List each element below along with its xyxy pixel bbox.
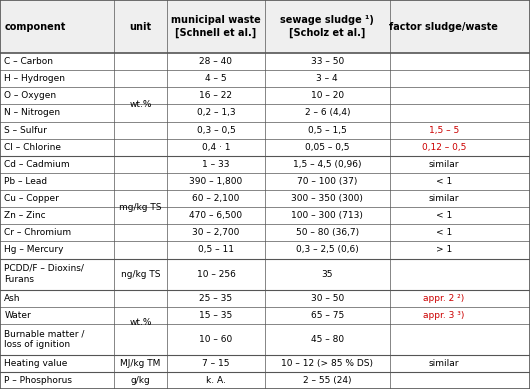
Text: 3 – 4: 3 – 4 xyxy=(316,74,338,83)
Text: k. A.: k. A. xyxy=(206,376,226,385)
Text: 0,3 – 0,5: 0,3 – 0,5 xyxy=(197,126,235,135)
Bar xyxy=(0,207,530,224)
Text: factor sludge/waste: factor sludge/waste xyxy=(390,21,498,32)
Text: 65 – 75: 65 – 75 xyxy=(311,311,344,320)
Text: Water: Water xyxy=(4,311,31,320)
Bar xyxy=(0,104,530,121)
Text: 60 – 2,100: 60 – 2,100 xyxy=(192,194,240,203)
Text: 100 – 300 (713): 100 – 300 (713) xyxy=(292,211,363,220)
Text: g/kg: g/kg xyxy=(130,376,151,385)
Text: Heating value: Heating value xyxy=(4,359,68,368)
Text: Cl – Chlorine: Cl – Chlorine xyxy=(4,143,61,152)
Text: > 1: > 1 xyxy=(436,245,452,254)
Text: 30 – 50: 30 – 50 xyxy=(311,294,344,303)
Text: < 1: < 1 xyxy=(436,177,452,186)
Text: similar: similar xyxy=(429,194,459,203)
Text: 0,2 – 1,3: 0,2 – 1,3 xyxy=(197,109,235,117)
Text: appr. 2 ²): appr. 2 ²) xyxy=(423,294,464,303)
Bar xyxy=(0,355,530,372)
Bar xyxy=(0,372,530,389)
Text: 2 – 55 (24): 2 – 55 (24) xyxy=(303,376,351,385)
Text: Hg – Mercury: Hg – Mercury xyxy=(4,245,64,254)
Text: < 1: < 1 xyxy=(436,211,452,220)
Bar xyxy=(0,307,530,324)
Text: Burnable matter /
loss of ignition: Burnable matter / loss of ignition xyxy=(4,329,85,349)
Text: 390 – 1,800: 390 – 1,800 xyxy=(189,177,243,186)
Bar xyxy=(0,224,530,242)
Text: C – Carbon: C – Carbon xyxy=(4,57,53,66)
Text: Ash: Ash xyxy=(4,294,21,303)
Text: 300 – 350 (300): 300 – 350 (300) xyxy=(292,194,363,203)
Text: P – Phosphorus: P – Phosphorus xyxy=(4,376,72,385)
Text: 7 – 15: 7 – 15 xyxy=(202,359,229,368)
Text: municipal waste
[Schnell et al.]: municipal waste [Schnell et al.] xyxy=(171,15,261,38)
Text: 0,05 – 0,5: 0,05 – 0,5 xyxy=(305,143,349,152)
Text: 0,5 – 1,5: 0,5 – 1,5 xyxy=(308,126,347,135)
Text: 4 – 5: 4 – 5 xyxy=(205,74,227,83)
Text: 10 – 256: 10 – 256 xyxy=(197,270,235,279)
Text: 2 – 6 (4,4): 2 – 6 (4,4) xyxy=(305,109,350,117)
Bar xyxy=(0,87,530,104)
Bar xyxy=(0,259,530,289)
Text: appr. 3 ³): appr. 3 ³) xyxy=(423,311,465,320)
Text: 50 – 80 (36,7): 50 – 80 (36,7) xyxy=(296,228,359,237)
Text: PCDD/F – Dioxins/
Furans: PCDD/F – Dioxins/ Furans xyxy=(4,264,84,284)
Text: 1,5 – 5: 1,5 – 5 xyxy=(429,126,459,135)
Text: sewage sludge ¹)
[Scholz et al.]: sewage sludge ¹) [Scholz et al.] xyxy=(280,15,374,38)
Text: 0,12 – 0,5: 0,12 – 0,5 xyxy=(422,143,466,152)
Text: 0,4 · 1: 0,4 · 1 xyxy=(202,143,230,152)
Text: 1 – 33: 1 – 33 xyxy=(202,160,229,169)
Text: 28 – 40: 28 – 40 xyxy=(199,57,233,66)
Text: 16 – 22: 16 – 22 xyxy=(199,91,233,100)
Bar xyxy=(0,0,530,53)
Text: similar: similar xyxy=(429,160,459,169)
Text: mg/kg TS: mg/kg TS xyxy=(119,203,162,212)
Text: Cr – Chromium: Cr – Chromium xyxy=(4,228,72,237)
Bar xyxy=(0,53,530,70)
Text: 10 – 12 (> 85 % DS): 10 – 12 (> 85 % DS) xyxy=(281,359,373,368)
Text: 470 – 6,500: 470 – 6,500 xyxy=(189,211,243,220)
Bar xyxy=(0,156,530,173)
Bar xyxy=(0,173,530,190)
Text: 45 – 80: 45 – 80 xyxy=(311,335,344,344)
Text: H – Hydrogen: H – Hydrogen xyxy=(4,74,65,83)
Text: component: component xyxy=(4,21,66,32)
Text: Cu – Copper: Cu – Copper xyxy=(4,194,59,203)
Text: wt.%: wt.% xyxy=(129,318,152,327)
Bar xyxy=(0,242,530,259)
Bar xyxy=(0,289,530,307)
Text: 10 – 20: 10 – 20 xyxy=(311,91,344,100)
Text: 30 – 2,700: 30 – 2,700 xyxy=(192,228,240,237)
Text: MJ/kg TM: MJ/kg TM xyxy=(120,359,161,368)
Text: 10 – 60: 10 – 60 xyxy=(199,335,233,344)
Text: 70 – 100 (37): 70 – 100 (37) xyxy=(297,177,357,186)
Text: 1,5 – 4,5 (0,96): 1,5 – 4,5 (0,96) xyxy=(293,160,361,169)
Text: < 1: < 1 xyxy=(436,228,452,237)
Text: Pb – Lead: Pb – Lead xyxy=(4,177,47,186)
Text: ng/kg TS: ng/kg TS xyxy=(121,270,160,279)
Text: unit: unit xyxy=(129,21,152,32)
Text: N – Nitrogen: N – Nitrogen xyxy=(4,109,60,117)
Text: 33 – 50: 33 – 50 xyxy=(311,57,344,66)
Text: Zn – Zinc: Zn – Zinc xyxy=(4,211,46,220)
Bar xyxy=(0,70,530,87)
Text: S – Sulfur: S – Sulfur xyxy=(4,126,47,135)
Bar xyxy=(0,121,530,138)
Text: 15 – 35: 15 – 35 xyxy=(199,311,233,320)
Text: 25 – 35: 25 – 35 xyxy=(199,294,233,303)
Text: Cd – Cadmium: Cd – Cadmium xyxy=(4,160,70,169)
Text: similar: similar xyxy=(429,359,459,368)
Bar xyxy=(0,324,530,355)
Text: 35: 35 xyxy=(322,270,333,279)
Bar xyxy=(0,138,530,156)
Text: wt.%: wt.% xyxy=(129,100,152,109)
Bar xyxy=(0,190,530,207)
Text: 0,5 – 11: 0,5 – 11 xyxy=(198,245,234,254)
Text: 0,3 – 2,5 (0,6): 0,3 – 2,5 (0,6) xyxy=(296,245,359,254)
Text: O – Oxygen: O – Oxygen xyxy=(4,91,56,100)
